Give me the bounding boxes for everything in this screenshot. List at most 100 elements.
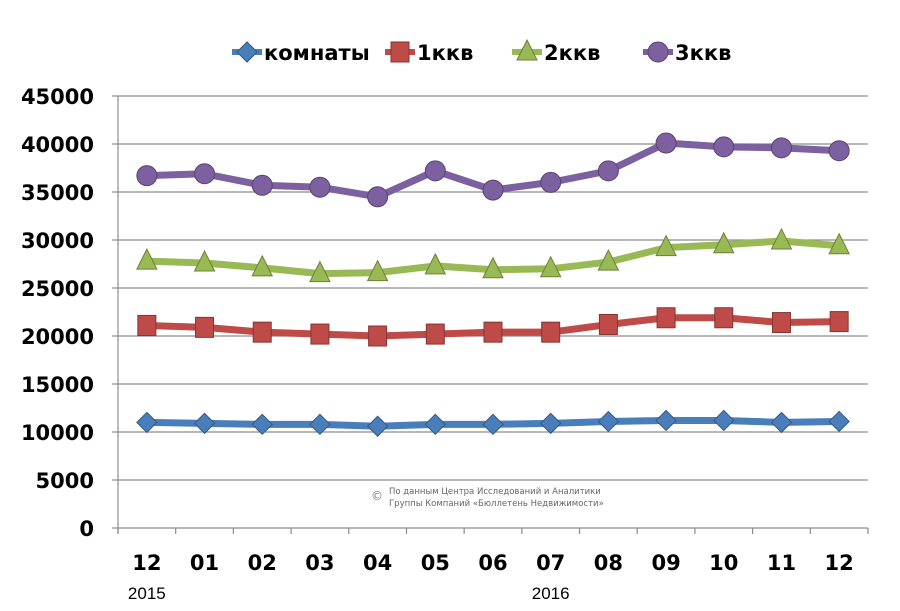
data-point bbox=[597, 160, 619, 182]
legend-label: 1ккв bbox=[417, 41, 473, 65]
y-tick-label: 45000 bbox=[21, 85, 94, 109]
gridlines bbox=[118, 95, 868, 481]
data-point bbox=[828, 410, 850, 433]
y-tick-label: 0 bbox=[79, 517, 94, 541]
year-label: 2016 bbox=[532, 584, 570, 603]
data-point bbox=[713, 136, 735, 158]
data-point bbox=[770, 137, 792, 159]
data-point bbox=[655, 234, 677, 257]
x-tick-label: 12 bbox=[132, 551, 161, 575]
legend-label: комнаты bbox=[264, 41, 370, 65]
x-tick-label: 07 bbox=[536, 551, 565, 575]
x-tick-label: 02 bbox=[248, 551, 277, 575]
data-point bbox=[655, 132, 677, 154]
series-group bbox=[136, 132, 850, 437]
data-point bbox=[251, 413, 273, 436]
data-point bbox=[829, 311, 849, 333]
legend-marker bbox=[516, 38, 538, 61]
data-point bbox=[597, 410, 620, 433]
data-point bbox=[425, 323, 445, 345]
data-point bbox=[656, 307, 676, 329]
data-point bbox=[482, 413, 504, 436]
data-point bbox=[539, 412, 562, 435]
axes bbox=[117, 96, 868, 534]
data-point bbox=[309, 260, 331, 283]
x-tick-label: 10 bbox=[709, 551, 738, 575]
year-label: 2015 bbox=[128, 584, 166, 603]
x-tick-label: 05 bbox=[421, 551, 450, 575]
legend-marker bbox=[647, 41, 669, 63]
data-point bbox=[597, 248, 620, 271]
legend-label: 3ккв bbox=[675, 41, 731, 65]
annotation-line-1: По данным Центра Исследований и Аналитик… bbox=[389, 487, 601, 497]
data-point bbox=[136, 248, 158, 270]
data-point bbox=[424, 252, 447, 275]
legend-item: 2ккв bbox=[512, 38, 600, 65]
y-tick-label: 10000 bbox=[21, 421, 94, 445]
data-point bbox=[598, 313, 618, 335]
data-point bbox=[368, 325, 388, 347]
series-3 bbox=[136, 132, 850, 208]
data-point bbox=[309, 413, 331, 436]
copyright-icon: © bbox=[371, 489, 383, 503]
data-point bbox=[424, 160, 446, 182]
data-point bbox=[367, 186, 389, 208]
x-tick-label: 09 bbox=[651, 551, 680, 575]
data-point bbox=[193, 249, 216, 272]
legend-item: комнаты bbox=[232, 41, 370, 65]
annotation-line-2: Группы Компаний «Бюллетень Недвижимости» bbox=[389, 499, 604, 509]
y-tick-label: 25000 bbox=[21, 277, 94, 301]
y-tick-label: 35000 bbox=[21, 181, 94, 205]
data-point bbox=[482, 256, 504, 279]
x-tick-label: 11 bbox=[767, 551, 796, 575]
data-point bbox=[251, 174, 273, 196]
legend-marker bbox=[390, 41, 410, 63]
x-tick-label: 01 bbox=[190, 551, 219, 575]
data-point bbox=[195, 316, 215, 338]
y-tick-label: 20000 bbox=[21, 325, 94, 349]
data-point bbox=[539, 255, 562, 278]
data-point bbox=[712, 231, 735, 254]
legend-label: 2ккв bbox=[544, 41, 600, 65]
data-point bbox=[771, 312, 791, 334]
data-point bbox=[194, 163, 216, 185]
data-point bbox=[310, 323, 330, 345]
series-0 bbox=[136, 409, 850, 437]
x-tick-label: 06 bbox=[478, 551, 507, 575]
data-point bbox=[193, 412, 216, 435]
y-axis-ticks: 0 5000 10000 15000 20000 25000 30000 35000 40000… bbox=[21, 85, 118, 541]
data-point bbox=[655, 409, 677, 432]
data-point bbox=[828, 140, 850, 162]
data-point bbox=[251, 254, 274, 277]
data-point bbox=[714, 307, 734, 329]
data-point bbox=[770, 227, 793, 250]
series-1 bbox=[137, 307, 849, 347]
y-tick-label: 40000 bbox=[21, 133, 94, 157]
x-axis-ticks: 12 01 02 03 04 05 06 07 08 09 10 11 12 2015 2016 bbox=[117, 528, 869, 603]
x-tick-label: 08 bbox=[594, 551, 623, 575]
legend-item: 3ккв bbox=[643, 41, 731, 65]
legend-item: 1ккв bbox=[385, 41, 473, 65]
series-2 bbox=[136, 227, 850, 283]
data-point bbox=[770, 411, 793, 434]
legend-marker bbox=[236, 41, 258, 63]
source-annotation: © По данным Центра Исследований и Аналит… bbox=[371, 487, 604, 509]
data-point bbox=[713, 409, 735, 432]
y-tick-label: 15000 bbox=[21, 373, 94, 397]
data-point bbox=[482, 179, 504, 201]
legend: комнаты 1ккв 2ккв 3ккв bbox=[232, 38, 731, 65]
data-point bbox=[424, 413, 447, 436]
data-point bbox=[136, 165, 158, 187]
data-point bbox=[483, 321, 503, 343]
data-point bbox=[136, 411, 158, 434]
data-point bbox=[252, 321, 272, 343]
x-tick-label: 03 bbox=[305, 551, 334, 575]
x-tick-label: 12 bbox=[825, 551, 854, 575]
data-point bbox=[137, 314, 157, 336]
data-point bbox=[366, 415, 389, 437]
data-point bbox=[309, 176, 331, 198]
data-point bbox=[541, 321, 561, 343]
data-point bbox=[540, 171, 562, 193]
y-tick-label: 5000 bbox=[36, 469, 94, 493]
